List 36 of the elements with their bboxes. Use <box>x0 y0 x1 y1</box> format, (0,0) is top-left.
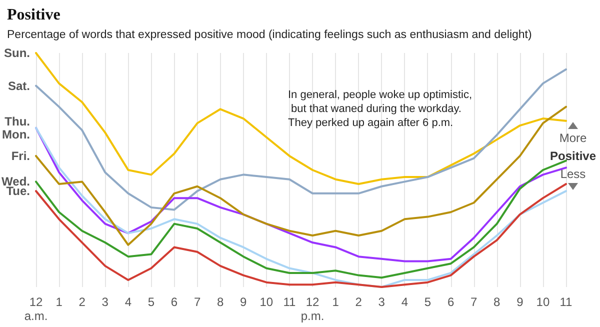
series-label: Sun. <box>4 46 30 60</box>
series-label: Sat. <box>8 78 30 93</box>
x-tick-label: 6 <box>447 295 454 309</box>
x-tick-label: 12 a.m. <box>24 295 48 323</box>
x-tick-label: 8 <box>494 295 501 309</box>
x-tick-label: 7 <box>194 295 201 309</box>
chart-subtitle: Percentage of words that expressed positive mood (indicating feelings such as enthusiasm and delight) <box>7 29 532 41</box>
series-label: Fri. <box>11 148 30 163</box>
annotation: Less <box>559 166 587 183</box>
x-tick-label: 1 <box>56 295 63 309</box>
series-label: Mon. <box>2 127 30 142</box>
x-tick-label: 4 <box>401 295 408 309</box>
series-label: Thu. <box>4 114 30 128</box>
annotation: More <box>558 130 588 147</box>
x-tick-label: 10 <box>536 295 550 309</box>
x-tick-label: 11 <box>283 295 296 309</box>
chart-title: Positive <box>7 6 60 24</box>
annotation: Positive <box>548 148 598 165</box>
x-tick-label: 10 <box>260 295 274 309</box>
x-tick-label: 9 <box>240 295 248 309</box>
x-tick-label: 2 <box>78 295 86 309</box>
x-tick-label: 1 <box>332 295 340 309</box>
x-tick-label: 5 <box>148 295 155 309</box>
x-tick-label: 8 <box>217 295 224 309</box>
x-tick-label: 6 <box>170 295 178 309</box>
annotation: In general, people woke up optimistic, but that waned during the workday. They perked up again after 6 p.m. <box>288 89 472 129</box>
x-tick-label: 2 <box>355 295 362 309</box>
x-tick-label: 7 <box>470 295 478 309</box>
x-tick-label: 4 <box>124 295 132 309</box>
x-tick-label: 12 p.m. <box>300 295 324 323</box>
series-label: Tue. <box>6 184 30 198</box>
x-tick-label: 11 <box>560 295 573 309</box>
x-tick-label: 3 <box>378 295 386 309</box>
x-tick-label: 5 <box>424 295 432 309</box>
x-tick-label: 3 <box>102 295 109 309</box>
x-tick-label: 9 <box>516 295 524 309</box>
